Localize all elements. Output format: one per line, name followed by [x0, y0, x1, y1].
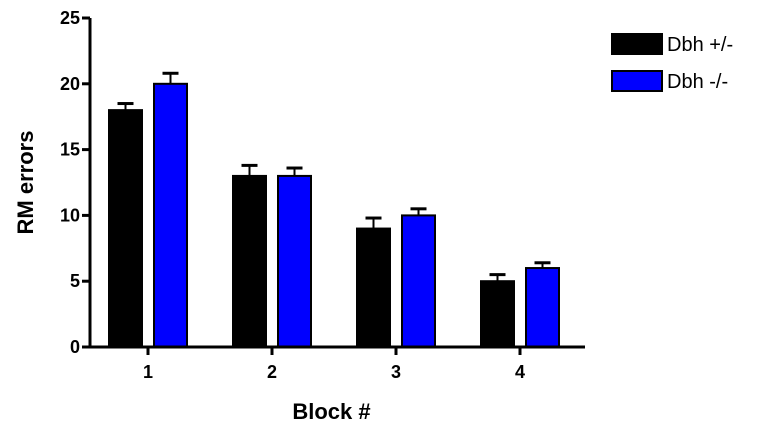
x-axis-title: Block #	[292, 399, 370, 423]
x-tick-label: 4	[515, 362, 525, 382]
x-ticks: 1 2 3 4	[143, 347, 525, 382]
bar-het-block-2	[232, 174, 267, 348]
legend-label-ko: Dbh -/-	[667, 71, 728, 93]
bar-het-block-3	[356, 227, 391, 348]
y-tick-label: 25	[60, 8, 80, 28]
bars-layer	[108, 82, 560, 349]
bar-ko-block-1	[153, 82, 188, 349]
bar-ko-block-2	[277, 174, 312, 348]
y-tick-label: 5	[70, 271, 80, 291]
bar-het-block-1	[108, 109, 143, 349]
legend-label-het: Dbh +/-	[667, 34, 733, 56]
bar-ko-block-4	[525, 267, 560, 349]
error-bars-layer	[117, 71, 551, 282]
x-tick-label: 2	[267, 362, 277, 382]
x-tick-label: 3	[391, 362, 401, 382]
y-axis-title: RM errors	[13, 131, 38, 235]
y-tick-label: 15	[60, 140, 80, 160]
y-tick-label: 10	[60, 205, 80, 225]
bar-het-block-4	[480, 280, 515, 349]
bar-ko-block-3	[401, 214, 436, 348]
y-tick-label: 0	[70, 337, 80, 357]
legend: Dbh +/- Dbh -/-	[611, 33, 733, 93]
y-tick-label: 20	[60, 74, 80, 94]
y-ticks: 0 5 10 15 20 25	[60, 8, 90, 357]
legend-swatch-het	[611, 33, 663, 55]
legend-swatch-ko	[611, 70, 663, 92]
x-tick-label: 1	[143, 362, 153, 382]
